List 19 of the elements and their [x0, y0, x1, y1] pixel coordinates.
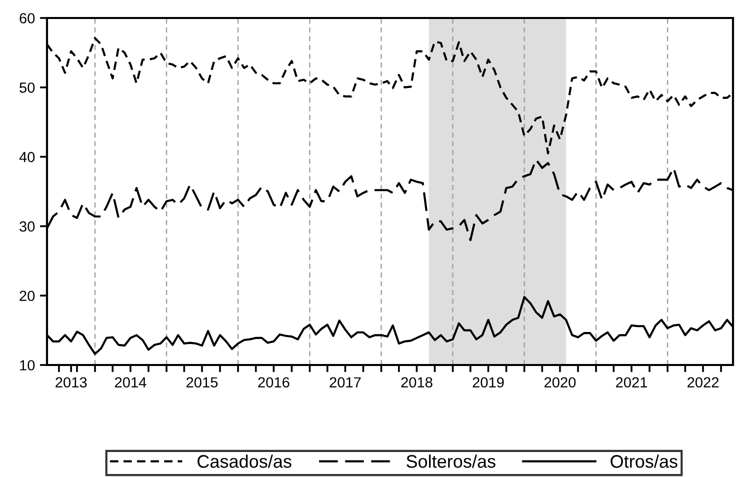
y-tick-label: 10 — [20, 360, 35, 370]
y-tick-label: 60 — [20, 13, 35, 24]
legend-label: Casados/as — [198, 454, 292, 468]
x-tick-label: 2015 — [186, 377, 218, 388]
x-tick-label: 2022 — [688, 377, 719, 388]
x-tick-label: 2018 — [401, 377, 432, 388]
y-tick-label: 50 — [20, 82, 35, 93]
x-tick-label: 2017 — [330, 377, 361, 388]
y-tick-label: 40 — [19, 152, 35, 162]
x-tick-label: 2019 — [472, 377, 504, 388]
legend-label: Otros/as — [610, 454, 678, 468]
y-tick-label: 20 — [20, 290, 35, 302]
x-tick-label: 2016 — [258, 377, 290, 388]
y-tick-label: 30 — [20, 221, 35, 232]
x-tick-label: 2020 — [544, 377, 576, 388]
x-tick-label: 2021 — [616, 377, 648, 388]
x-tick-label: 2013 — [56, 377, 87, 388]
x-tick-label: 2014 — [114, 377, 146, 388]
legend-label: Solteros/as — [406, 454, 496, 468]
